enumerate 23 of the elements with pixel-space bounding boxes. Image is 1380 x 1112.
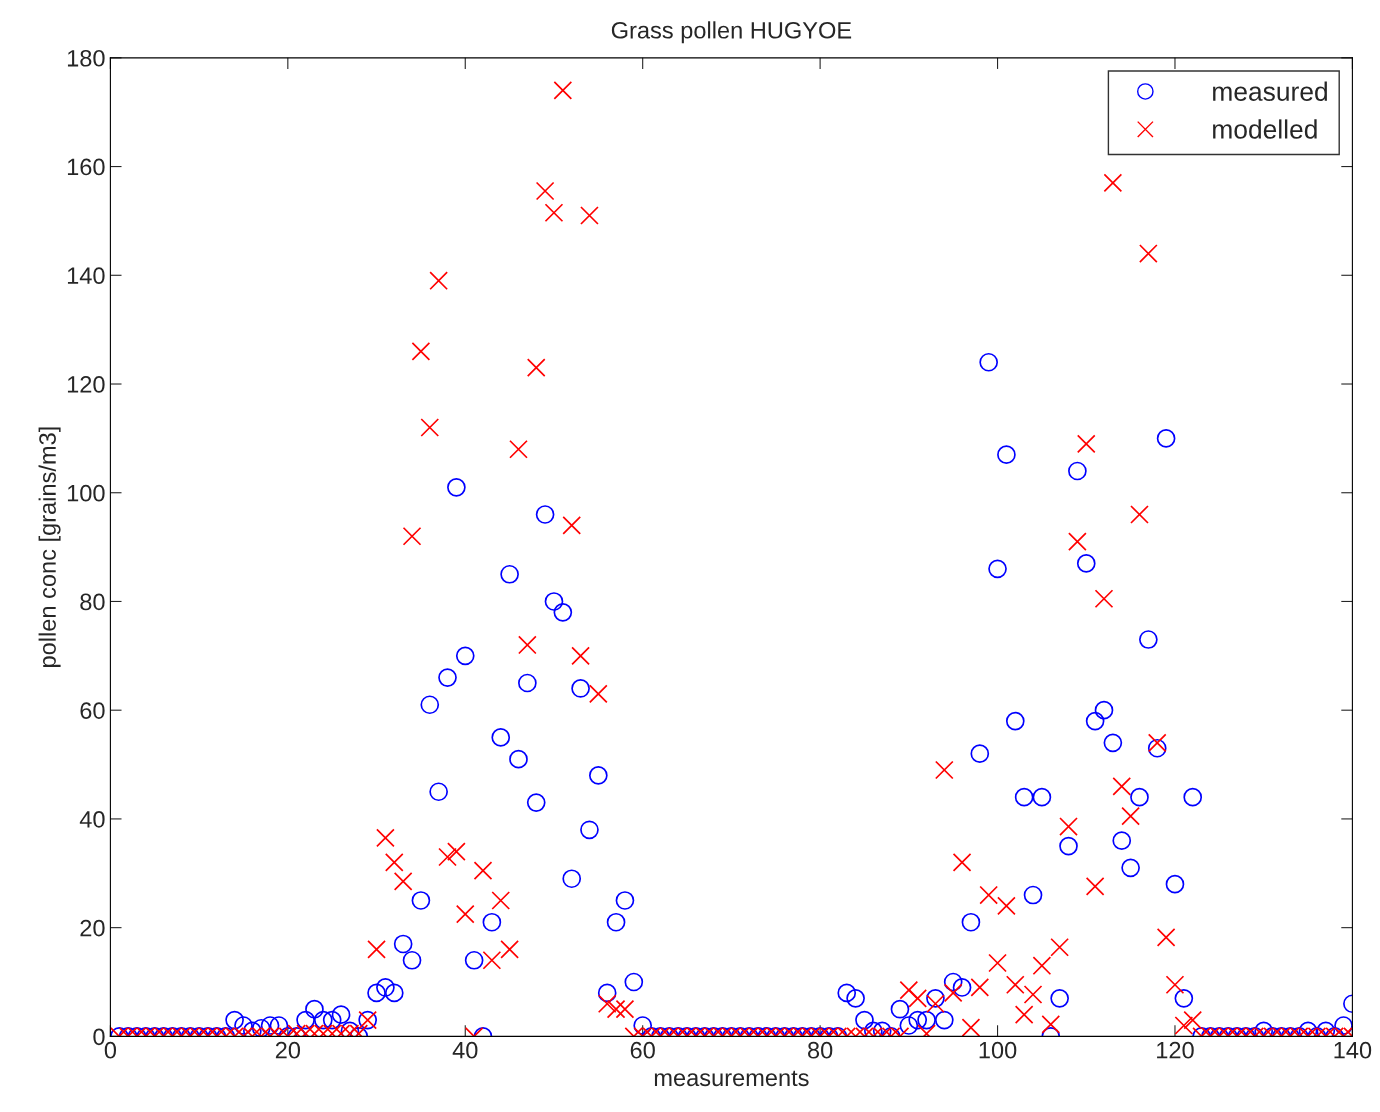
x-tick-label: 0	[104, 1041, 117, 1059]
y-tick-label: 180	[67, 49, 105, 67]
y-tick-label: 160	[67, 158, 105, 176]
y-tick-label: 80	[80, 593, 105, 611]
x-tick-label: 20	[275, 1041, 301, 1059]
x-tick-label: 80	[808, 1041, 833, 1059]
y-tick-label: 20	[80, 919, 105, 937]
y-tick-label: 60	[80, 702, 105, 719]
x-tick-label: 140	[1334, 1041, 1372, 1059]
y-tick-label: 120	[67, 376, 105, 393]
legend-label: modelled	[1213, 119, 1317, 139]
y-axis-title: pollen conc [grains/m3]	[38, 427, 61, 667]
x-axis-title: measurements	[654, 1070, 809, 1087]
chart-title: Grass pollen HUGYOE	[611, 21, 852, 44]
y-tick-label: 40	[79, 810, 105, 828]
x-tick-label: 120	[1157, 1041, 1194, 1059]
y-tick-label: 0	[93, 1028, 105, 1046]
x-tick-label: 60	[630, 1041, 655, 1059]
y-tick-label: 100	[67, 484, 105, 502]
y-tick-label: 140	[67, 267, 105, 285]
legend-label: measured	[1213, 81, 1327, 101]
x-tick-label: 40	[452, 1041, 478, 1059]
x-tick-label: 100	[979, 1041, 1017, 1059]
